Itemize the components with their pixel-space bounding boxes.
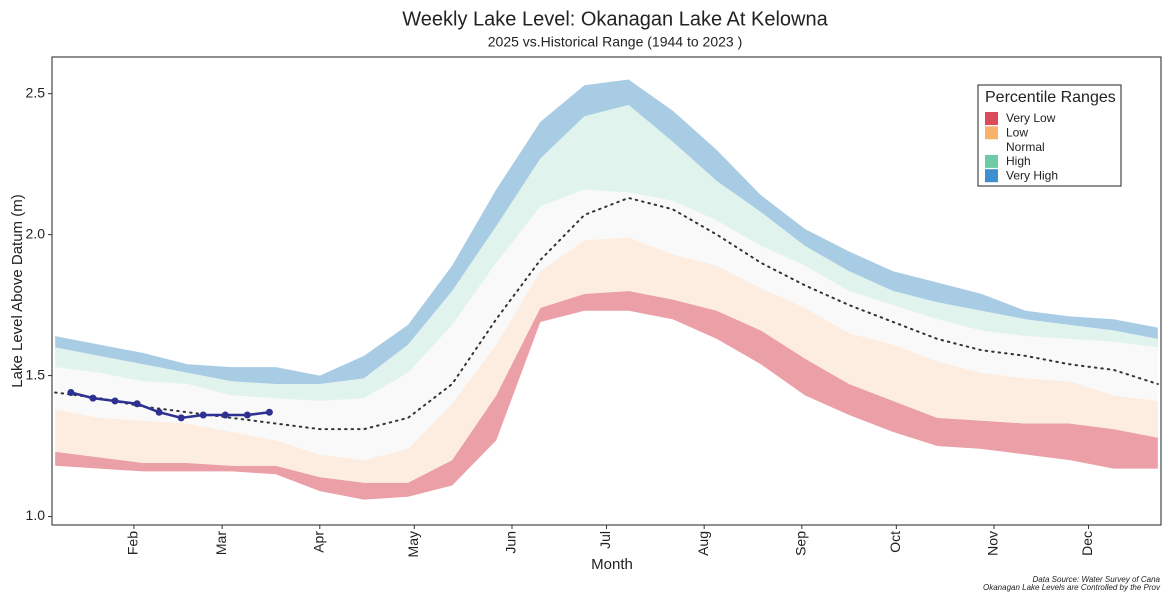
current-point [111,397,119,405]
chart-title: Weekly Lake Level: Okanagan Lake At Kelo… [402,8,828,30]
x-tick-label: Sep [793,531,809,556]
legend-label: Very Low [1006,111,1056,125]
y-axis-label: Lake Level Above Datum (m) [9,194,26,387]
legend-swatch [985,140,998,154]
x-tick-label: Feb [125,531,141,555]
x-tick-label: May [405,531,421,557]
y-tick-label: 2.0 [26,225,46,241]
x-tick-label: Nov [985,531,1001,556]
legend-swatch [985,126,998,140]
median-line [54,196,1159,431]
percentile-band [55,189,1158,461]
legend-swatch [985,154,998,168]
percentile-band [55,104,1158,401]
current-point [155,408,163,416]
legend-label: Very High [1006,168,1058,182]
x-tick-label: Mar [213,531,229,555]
current-point [133,400,141,408]
y-tick-label: 1.0 [26,507,46,523]
current-point [177,414,185,422]
x-tick-label: Jul [597,531,613,549]
current-point [199,411,207,419]
x-tick-label: Aug [695,531,711,556]
source-note: Data Source: Water Survey of Cana [1033,575,1161,584]
x-tick-label: Dec [1079,531,1095,556]
current-point [67,388,75,396]
legend-swatch [985,112,998,125]
legend-label: High [1006,154,1031,168]
current-line [70,391,270,420]
current-point [221,411,229,419]
legend-box [977,84,1122,187]
x-tick-label: Apr [311,531,327,553]
legend-title: Percentile Ranges [985,89,1116,106]
current-point [265,408,273,416]
x-tick-label: Jun [503,531,519,554]
y-tick-label: 1.5 [26,366,46,382]
legend-label: Normal [1006,140,1045,154]
y-tick-label: 2.5 [26,84,46,100]
legend-label: Low [1006,125,1028,139]
x-axis-label: Month [591,556,633,573]
percentile-band [55,237,1158,483]
x-tick-label: Oct [887,531,903,553]
chart-subtitle: 2025 vs.Historical Range (1944 to 2023 ) [488,34,742,50]
legend-swatch [985,169,998,183]
current-point [243,411,251,419]
current-point [89,394,97,402]
source-note: Okanagan Lake Levels are Controlled by t… [983,583,1161,592]
